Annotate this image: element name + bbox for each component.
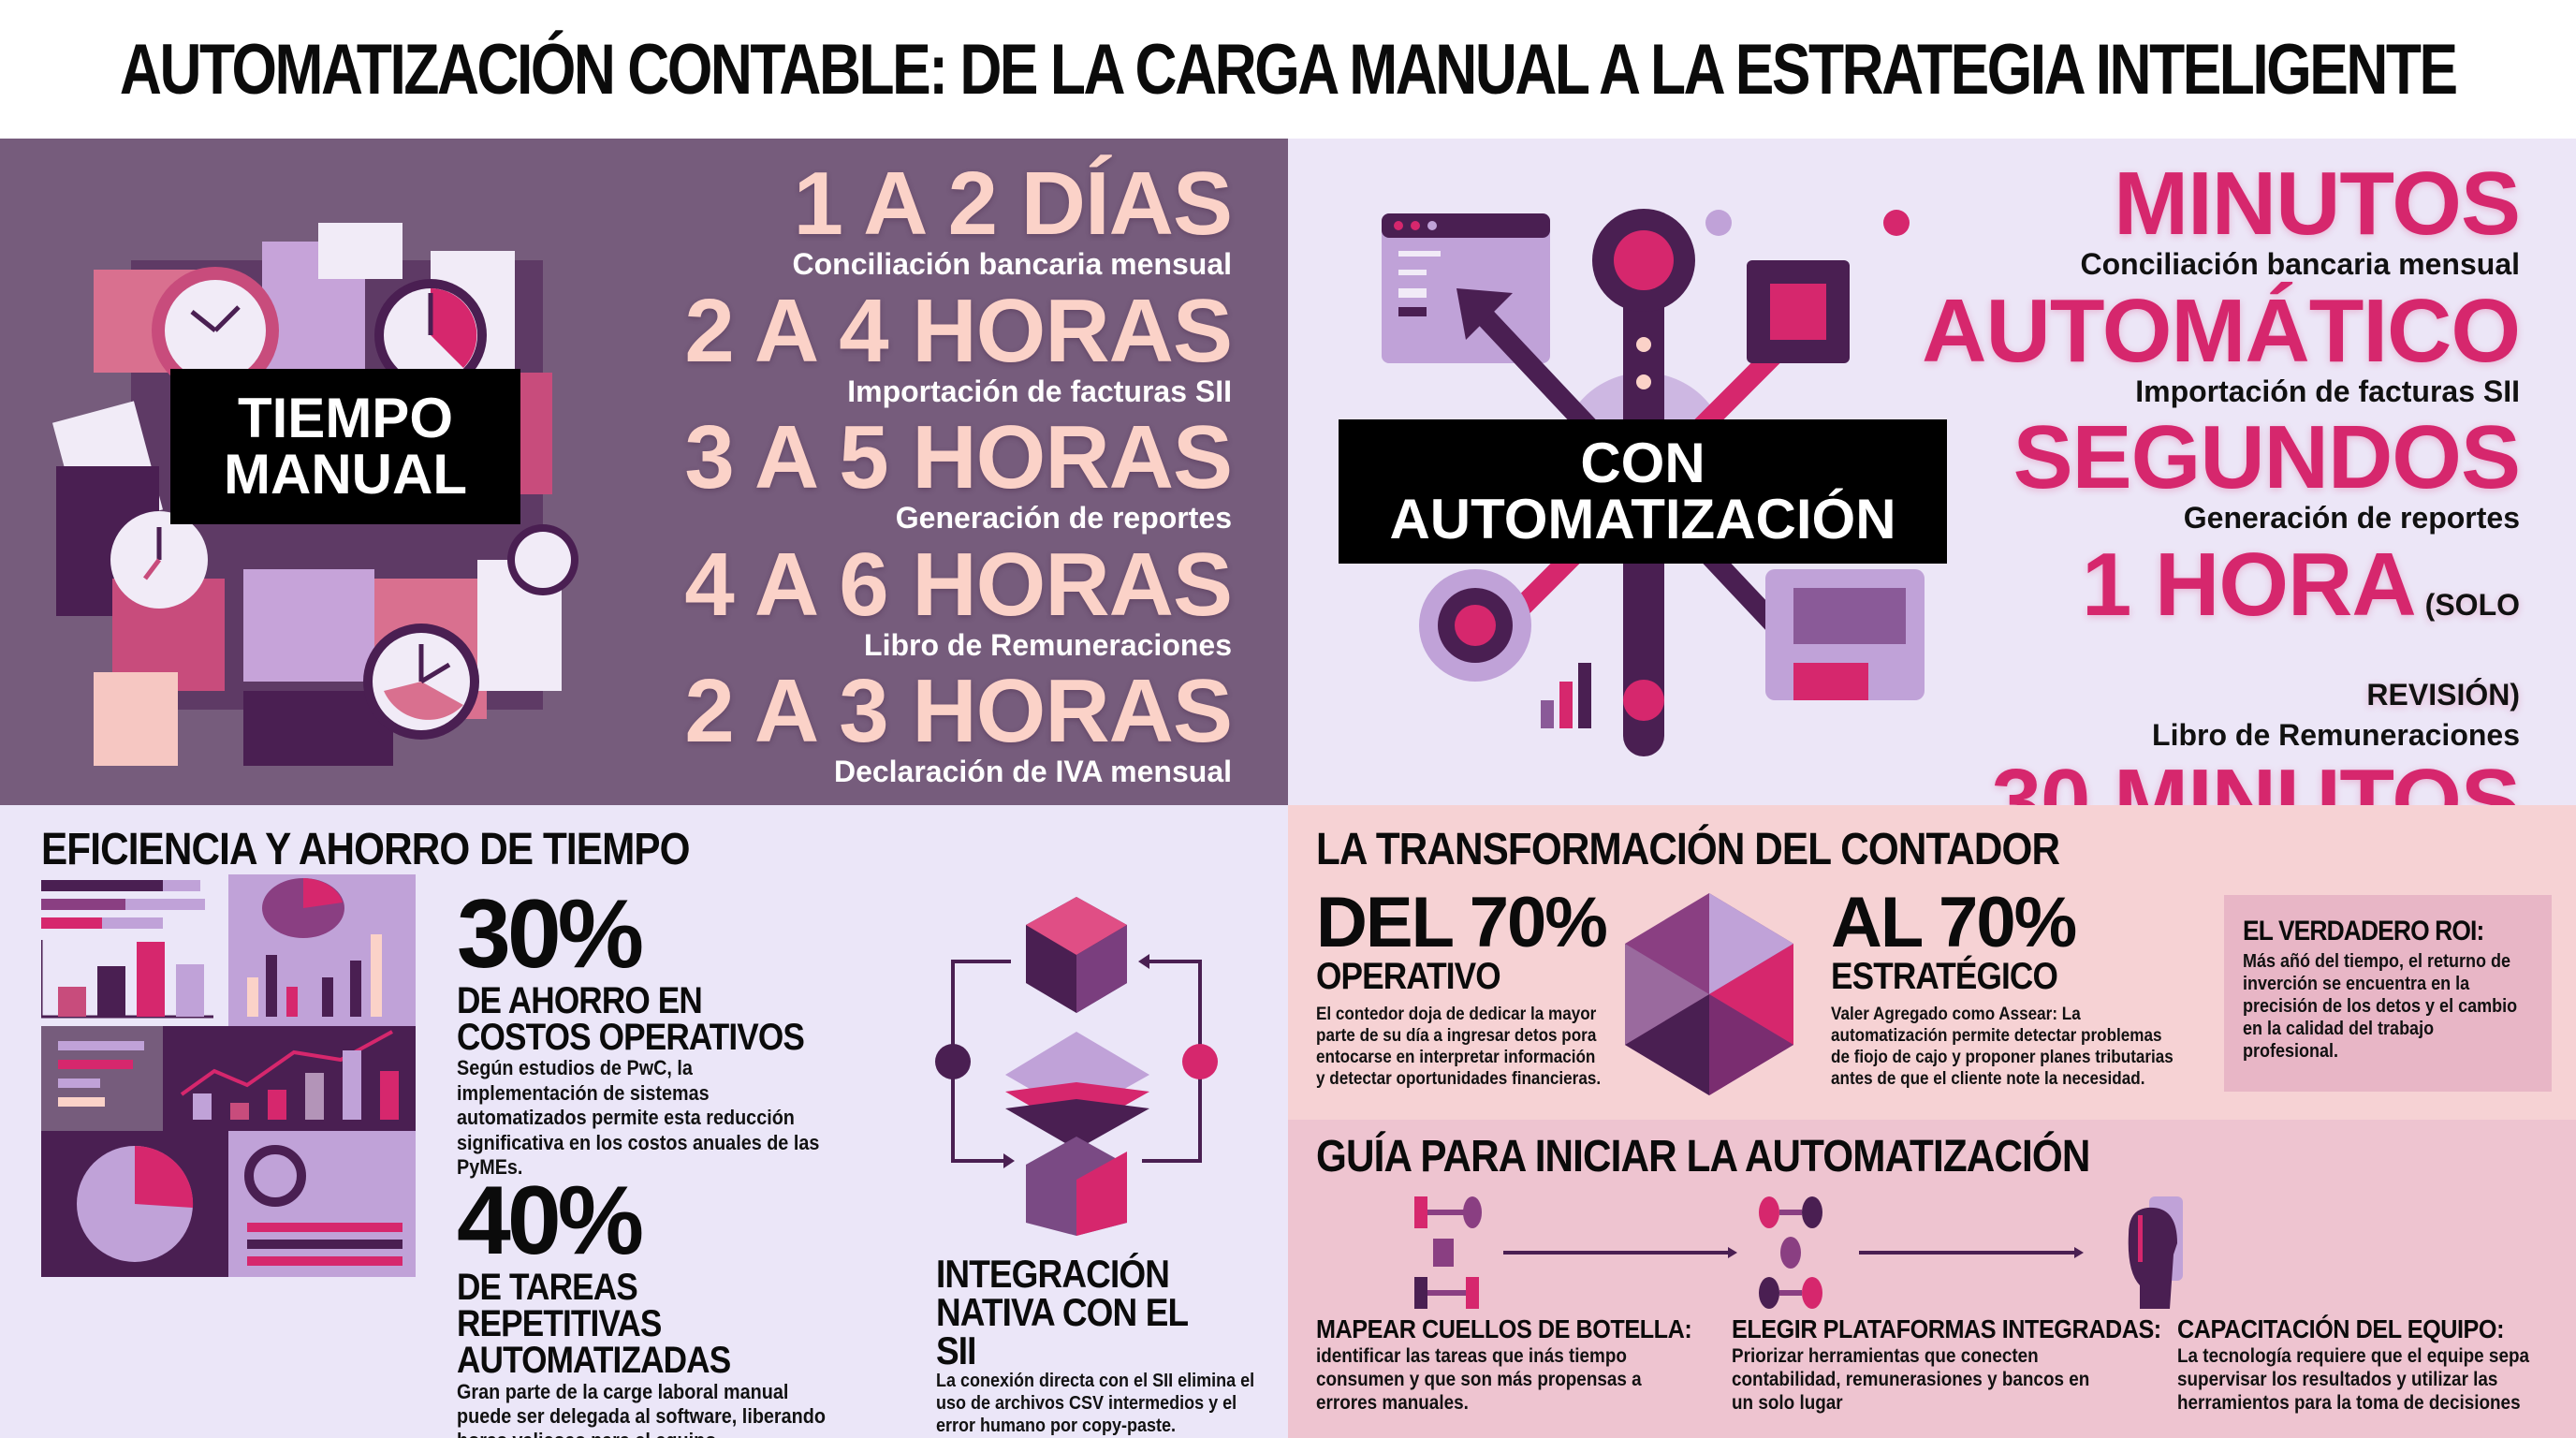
- manual-stats-list: 1 A 2 DÍAS Conciliación bancaria mensual…: [651, 154, 1233, 794]
- guide-step: MAPEAR CUELLOS DE BOTELLA: identificar l…: [1316, 1314, 1692, 1415]
- strategic-label: ESTRATÉGICO: [1831, 956, 2058, 997]
- cost-savings-text: Según estudios de PwC, la implementación…: [457, 1056, 820, 1179]
- dashboard-charts-icon: [39, 874, 416, 1277]
- guide-step: CAPACITACIÓN DEL EQUIPO: La tecnología r…: [2177, 1314, 2530, 1415]
- efficiency-title: EFICIENCIA Y AHORRO DE TIEMPO: [41, 825, 691, 874]
- efficiency-panel: EFICIENCIA Y AHORRO DE TIEMPO: [0, 805, 1288, 1438]
- hexagon-transform-icon: [1625, 893, 1793, 1095]
- page-header: AUTOMATIZACIÓN CONTABLE: DE LA CARGA MAN…: [0, 0, 2576, 139]
- operative-value: DEL 70%: [1316, 883, 1608, 962]
- cost-savings-value: 30%: [457, 880, 644, 989]
- cube-sync-illustration: [917, 861, 1288, 1236]
- automated-tasks-stat: 40% DE TAREAS REPETITIVAS AUTOMATIZADAS …: [457, 1172, 887, 1438]
- integration-nodes-icon: [1759, 1196, 1822, 1309]
- manual-stat: 4 A 6 HORAS Libro de Remuneraciones: [684, 534, 1233, 662]
- sii-integration-text: La conexión directa con el SII elimina e…: [936, 1371, 1255, 1437]
- automated-stat: 1 HORA (SOLO REVISIÓN) Libro de Remunerac…: [2081, 534, 2520, 752]
- automated-tasks-text: Gran parte de la carge laboral manual pu…: [457, 1379, 826, 1438]
- automated-tasks-value: 40%: [457, 1167, 644, 1275]
- dashboard-charts-illustration: [39, 874, 416, 1277]
- roi-callout: EL VERDADERO ROI: Más añó del tiempo, el…: [2224, 895, 2552, 1092]
- guide-step: ELEGIR PLATAFORMAS INTEGRADAS: Priorizar…: [1732, 1314, 2161, 1415]
- page-title: AUTOMATIZACIÓN CONTABLE: DE LA CARGA MAN…: [120, 29, 2458, 110]
- manual-label: TIEMPO MANUAL: [170, 369, 520, 524]
- transformation-panel: LA TRANSFORMACIÓN DEL CONTADOR DEL 70% O…: [1288, 805, 2576, 1120]
- cost-savings-stat: 30% DE AHORRO EN COSTOS OPERATIVOS Según…: [457, 886, 869, 1180]
- roi-text: Más añó del tiempo, el returno de inverc…: [2243, 951, 2518, 1063]
- manual-stat: 2 A 4 HORAS Importación de facturas SII: [684, 280, 1233, 408]
- operative-text: El contedor doja de dedicar la mayor par…: [1316, 1005, 1602, 1089]
- automated-stat: 30 MINUTOS Declaración de IVA mensual: [1991, 751, 2521, 805]
- manual-stat: 3 A 5 HORAS Generación de reportes: [684, 407, 1233, 536]
- hexagon-illustration: [1625, 893, 1793, 1095]
- manual-stat: 2 A 3 HORAS Declaración de IVA mensual: [684, 661, 1233, 789]
- automated-stat: AUTOMÁTICO Importación de facturas SII: [1922, 280, 2521, 408]
- automated-tasks-heading: DE TAREAS REPETITIVAS AUTOMATIZADAS: [457, 1267, 731, 1382]
- clock-collage-icon: [52, 223, 578, 766]
- guide-title: GUÍA PARA INICIAR LA AUTOMATIZACIÓN: [1316, 1132, 2090, 1181]
- review-note: (SOLO REVISIÓN): [2366, 587, 2520, 712]
- roi-title: EL VERDADERO ROI:: [2243, 916, 2484, 946]
- transformation-title: LA TRANSFORMACIÓN DEL CONTADOR: [1316, 825, 2060, 874]
- manual-stat: 1 A 2 DÍAS Conciliación bancaria mensual: [792, 154, 1233, 281]
- sii-integration-block: INTEGRACIÓN NATIVA CON EL SII La conexió…: [936, 1252, 1288, 1437]
- operative-label: OPERATIVO: [1316, 956, 1501, 997]
- automated-stat: SEGUNDOS Generación de reportes: [2012, 407, 2521, 536]
- sync-cubes-icon: [935, 897, 1218, 1236]
- sii-integration-heading: INTEGRACIÓN NATIVA CON EL SII: [936, 1252, 1188, 1373]
- automated-label: CON AUTOMATIZACIÓN: [1339, 419, 1947, 564]
- team-head-icon: [2128, 1196, 2183, 1309]
- automated-time-panel: CON AUTOMATIZACIÓN MINUTOS Conciliación …: [1288, 139, 2576, 805]
- cost-savings-heading: DE AHORRO EN COSTOS OPERATIVOS: [457, 980, 805, 1059]
- strategic-text: Valer Agregado como Assear: La automatiz…: [1831, 1005, 2174, 1089]
- automated-stat: MINUTOS Conciliación bancaria mensual: [2080, 154, 2521, 281]
- operative-block: DEL 70% OPERATIVO El contedor doja de de…: [1316, 888, 1634, 1090]
- guide-steps-flow: [1316, 1196, 2552, 1309]
- guide-panel: GUÍA PARA INICIAR LA AUTOMATIZACIÓN: [1288, 1120, 2576, 1438]
- strategic-value: AL 70%: [1831, 883, 2077, 962]
- manual-time-panel: TIEMPO MANUAL 1 A 2 DÍAS Conciliación ba…: [0, 139, 1288, 805]
- process-map-icon: [1414, 1196, 1482, 1309]
- automated-stats-list: MINUTOS Conciliación bancaria mensual AU…: [1921, 154, 2521, 806]
- strategic-block: AL 70% ESTRATÉGICO Valer Agregado como A…: [1831, 888, 2224, 1090]
- clocks-documents-illustration: [37, 185, 637, 785]
